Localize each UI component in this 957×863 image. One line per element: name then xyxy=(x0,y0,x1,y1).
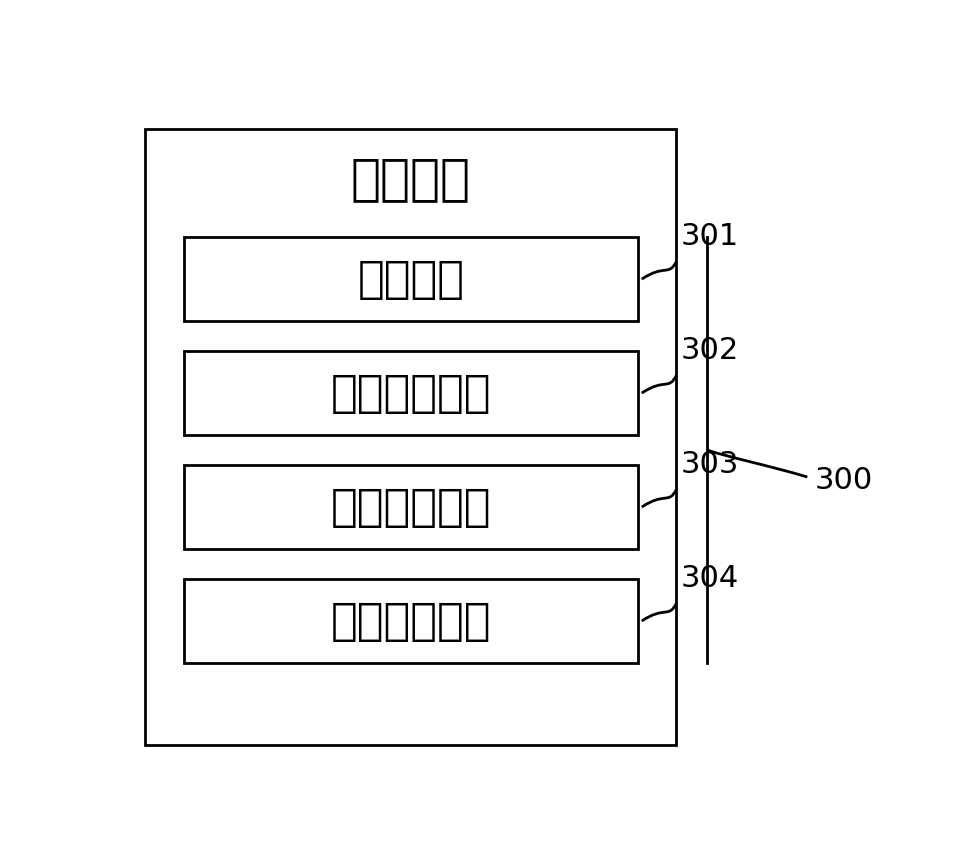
Bar xyxy=(184,350,638,436)
Bar xyxy=(145,129,677,745)
Bar xyxy=(184,236,638,322)
Text: 制动控制单元: 制动控制单元 xyxy=(330,600,491,642)
Bar xyxy=(184,579,638,664)
Text: 303: 303 xyxy=(680,450,739,479)
Text: 301: 301 xyxy=(680,223,739,251)
Text: 第二确定单元: 第二确定单元 xyxy=(330,486,491,528)
Text: 第一确定单元: 第一确定单元 xyxy=(330,372,491,414)
Text: 304: 304 xyxy=(680,564,739,593)
Text: 302: 302 xyxy=(680,337,739,365)
Text: 探测单元: 探测单元 xyxy=(357,258,464,300)
Text: 制动模块: 制动模块 xyxy=(351,155,471,203)
Text: 300: 300 xyxy=(815,466,874,495)
Bar xyxy=(184,464,638,550)
